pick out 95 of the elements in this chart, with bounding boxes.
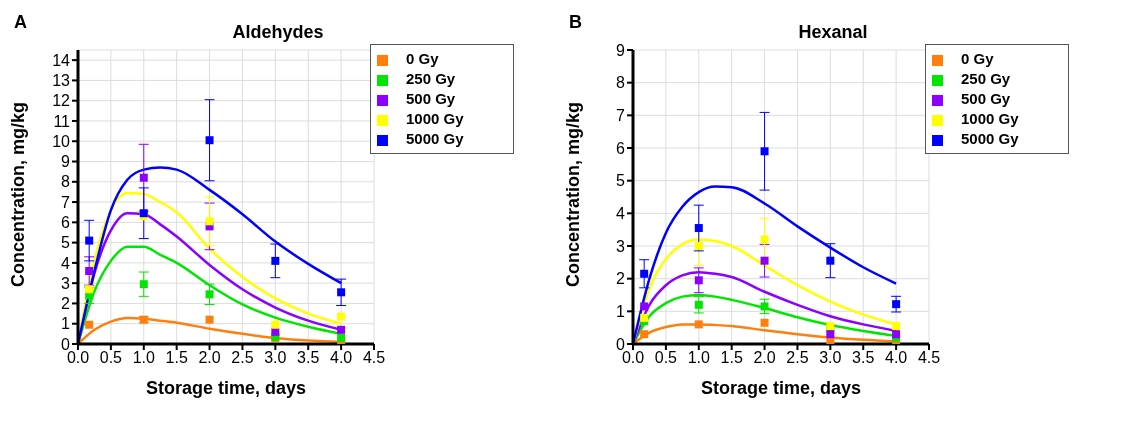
y-tick-label: 6 xyxy=(616,139,626,157)
point xyxy=(205,136,214,145)
y-tick-label: 5 xyxy=(616,172,626,190)
y-axis-title: Concentration, mg/kg xyxy=(563,101,584,287)
legend-label: 500 Gy xyxy=(406,90,456,107)
y-tick-label: 12 xyxy=(52,92,71,110)
point xyxy=(892,300,901,309)
y-tick-label: 7 xyxy=(616,107,626,125)
point xyxy=(271,320,280,329)
x-tick-label: 3.5 xyxy=(297,349,320,367)
y-tick-label: 4 xyxy=(61,254,71,272)
x-tick-label: 2.0 xyxy=(753,349,776,367)
x-axis-title: Storage time, days xyxy=(145,378,307,398)
x-tick-label: 1.5 xyxy=(720,349,743,367)
x-tick-label: 0.0 xyxy=(66,349,90,367)
x-tick-label: 4.5 xyxy=(362,349,386,367)
point xyxy=(694,276,703,285)
y-tick-label: 2 xyxy=(616,270,626,288)
y-tick-label: 5 xyxy=(61,234,71,252)
y-tick-label: 3 xyxy=(616,237,626,255)
x-tick-label: 1.0 xyxy=(687,349,710,367)
legend-label: 1000 Gy xyxy=(406,110,464,127)
y-tick-label: 13 xyxy=(52,72,71,90)
legend-label: 0 Gy xyxy=(406,50,439,67)
point xyxy=(640,313,649,322)
point xyxy=(85,267,94,276)
y-tick-label: 11 xyxy=(53,112,71,130)
x-tick-label: 3.0 xyxy=(819,349,842,367)
point xyxy=(826,330,835,339)
chart-title: Aldehydes xyxy=(231,22,325,43)
legend-label: 5000 Gy xyxy=(961,130,1019,147)
legend-label: 0 Gy xyxy=(961,50,994,67)
point xyxy=(271,256,280,265)
legend-label: 250 Gy xyxy=(406,70,456,87)
text: A xyxy=(14,12,27,33)
point xyxy=(640,302,649,311)
legend-label: 5000 Gy xyxy=(406,130,464,147)
y-tick-label: 3 xyxy=(61,274,71,292)
text: B xyxy=(569,12,582,33)
point xyxy=(85,236,94,245)
x-axis-title: Storage time, days xyxy=(700,378,862,398)
point xyxy=(337,325,346,334)
x-tick-label: 4.0 xyxy=(884,349,908,367)
point xyxy=(760,256,769,265)
legend-label: 500 Gy xyxy=(961,90,1011,107)
point xyxy=(694,300,703,309)
point xyxy=(640,330,649,339)
point xyxy=(694,224,703,233)
y-tick-label: 9 xyxy=(616,41,626,59)
x-tick-label: 2.5 xyxy=(231,349,254,367)
y-axis-title: Concentration, mg/kg xyxy=(8,101,29,287)
y-tick-label: 2 xyxy=(61,295,71,313)
y-tick-label: 1 xyxy=(61,315,71,333)
point xyxy=(337,312,346,321)
y-tick-label: 6 xyxy=(61,214,71,232)
y-tick-label: 10 xyxy=(52,132,71,150)
point xyxy=(139,280,148,289)
legend-label: 250 Gy xyxy=(961,70,1011,87)
x-tick-label: 0.5 xyxy=(654,349,678,367)
x-tick-label: 4.5 xyxy=(917,349,941,367)
x-tick-label: 1.0 xyxy=(132,349,155,367)
legend-label: 1000 Gy xyxy=(961,110,1019,127)
point xyxy=(205,217,214,226)
point xyxy=(85,285,94,294)
x-tick-label: 0.5 xyxy=(99,349,123,367)
point xyxy=(139,173,148,182)
y-tick-label: 4 xyxy=(616,205,626,223)
point xyxy=(337,333,346,342)
point xyxy=(85,320,94,329)
x-tick-label: 2.5 xyxy=(786,349,809,367)
x-tick-label: 3.0 xyxy=(264,349,287,367)
point xyxy=(694,242,703,250)
y-tick-label: 14 xyxy=(52,51,71,69)
x-tick-label: 3.5 xyxy=(852,349,875,367)
point xyxy=(760,302,769,311)
point xyxy=(205,315,214,324)
point xyxy=(640,269,649,278)
point xyxy=(337,288,346,297)
x-tick-label: 1.5 xyxy=(165,349,188,367)
point xyxy=(760,318,769,327)
x-tick-label: 0.0 xyxy=(621,349,645,367)
x-tick-label: 4.0 xyxy=(329,349,353,367)
point xyxy=(205,290,214,299)
point xyxy=(694,320,703,329)
y-tick-label: 8 xyxy=(61,173,71,191)
x-tick-label: 2.0 xyxy=(198,349,221,367)
y-tick-label: 8 xyxy=(616,74,626,92)
point xyxy=(760,147,769,156)
y-tick-label: 7 xyxy=(61,193,71,211)
y-tick-label: 9 xyxy=(61,153,71,171)
y-tick-label: 1 xyxy=(616,303,626,321)
point xyxy=(892,322,901,331)
point xyxy=(760,235,769,244)
point xyxy=(826,256,835,265)
chart-title: Hexanal xyxy=(797,22,869,43)
